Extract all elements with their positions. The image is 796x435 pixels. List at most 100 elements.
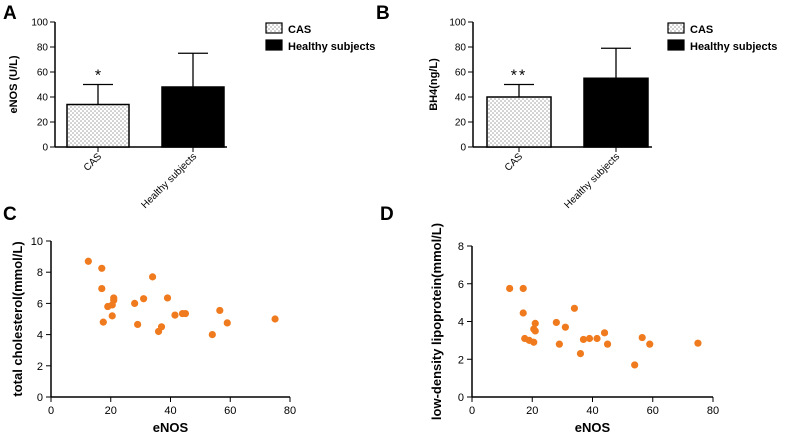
x-tick-label: 80 (284, 405, 296, 417)
legend-label: Healthy subjects (288, 41, 375, 53)
panel-b-bar-chart: 0 20 40 60 80 100 BH4(ng/L) ** CAS Healthy subjec… (428, 18, 777, 212)
y-tick-label: 8 (458, 241, 464, 253)
y-tick-label: 4 (458, 317, 464, 329)
data-point (216, 306, 224, 315)
significance-marker: ** (511, 68, 527, 85)
data-point (157, 323, 166, 331)
data-point (181, 309, 190, 318)
panel-label-a: A (3, 3, 17, 24)
y-tick-label: 20 (37, 118, 49, 129)
x-axis-label: eNOS (153, 420, 189, 435)
y-tick-label: 0 (458, 392, 464, 404)
y-tick-label: 6 (37, 298, 43, 310)
panel-label-b: B (376, 3, 390, 24)
y-tick-label: 80 (455, 43, 467, 54)
data-point (108, 312, 116, 320)
data-point (208, 331, 216, 339)
legend-swatch (667, 22, 685, 34)
data-point (99, 318, 107, 326)
x-tick-label: Healthy subjects (139, 151, 199, 211)
legend-label: Healthy subjects (690, 41, 777, 53)
y-tick-label: 40 (37, 93, 49, 104)
y-axis-label: eNOS (U/L) (8, 55, 20, 113)
x-tick-label: CAS (82, 151, 105, 174)
data-point (131, 299, 139, 307)
y-axis-label: total cholesterol(mmol/L) (10, 241, 25, 396)
data-point (694, 339, 702, 347)
panel-c-scatter-plot: 0 2 4 6 8 10 0 20 40 60 80 eNOS total cholesterol(mm… (10, 236, 296, 435)
data-point (646, 340, 654, 348)
data-point (519, 309, 527, 317)
y-tick-label: 2 (37, 361, 43, 373)
y-tick-label: 0 (460, 143, 466, 154)
y-tick-label: 0 (37, 392, 43, 404)
x-tick-label: 60 (224, 405, 236, 417)
data-point (271, 315, 279, 323)
data-point (223, 319, 231, 327)
data-point (110, 294, 118, 302)
data-point (631, 361, 639, 369)
legend-swatch (667, 39, 685, 51)
data-point (570, 304, 579, 312)
y-axis-label: BH4(ng/L) (428, 58, 440, 111)
data-point (531, 327, 539, 335)
data-point (171, 311, 179, 319)
y-tick-label: 0 (42, 143, 48, 154)
x-tick-label: 60 (647, 405, 659, 417)
significance-marker: * (95, 68, 101, 85)
y-tick-label: 60 (37, 68, 49, 79)
bar (66, 103, 130, 148)
y-tick-label: 10 (31, 236, 43, 248)
data-point (140, 295, 148, 303)
legend-swatch (265, 22, 283, 34)
data-point (148, 273, 157, 281)
legend-label: CAS (690, 24, 713, 36)
data-point (561, 323, 569, 331)
data-point (600, 329, 609, 337)
x-tick-label: 20 (105, 405, 117, 417)
data-point (552, 318, 560, 327)
x-tick-label: 0 (469, 405, 475, 417)
bar (583, 77, 649, 148)
panel-label-d: D (380, 204, 394, 225)
panel-a-bar-chart: 0 20 40 60 80 100 eNOS (U/L) * CAS Healthy subjec… (8, 18, 375, 212)
x-axis-label: eNOS (575, 420, 611, 435)
y-tick-label: 6 (458, 279, 464, 291)
y-tick-label: 2 (458, 354, 464, 366)
bar (486, 96, 552, 148)
x-tick-label: CAS (503, 151, 526, 174)
x-tick-label: Healthy subjects (562, 151, 622, 211)
data-point (530, 338, 538, 346)
data-point (98, 284, 106, 293)
y-axis-label: low-density lipoprotein(mmol/L) (429, 223, 444, 420)
data-point (593, 334, 601, 343)
y-tick-label: 8 (37, 267, 43, 279)
y-tick-label: 100 (449, 18, 466, 29)
y-tick-label: 20 (455, 118, 467, 129)
y-tick-label: 80 (37, 43, 49, 54)
data-point (163, 294, 172, 302)
y-tick-label: 60 (455, 68, 467, 79)
data-point (555, 340, 563, 348)
data-point (519, 284, 527, 293)
data-point (579, 335, 588, 344)
data-point (585, 334, 594, 343)
bar (161, 86, 225, 148)
data-point (506, 284, 514, 293)
y-tick-label: 4 (37, 330, 43, 342)
x-tick-label: 40 (586, 405, 598, 417)
data-point (98, 264, 106, 272)
y-tick-label: 40 (455, 93, 467, 104)
data-point (84, 257, 92, 265)
y-tick-label: 100 (31, 18, 48, 29)
data-point (638, 333, 646, 342)
x-tick-label: 80 (707, 405, 719, 417)
legend-label: CAS (288, 24, 311, 36)
legend-swatch (265, 39, 283, 51)
data-point (603, 340, 612, 348)
x-tick-label: 0 (48, 405, 54, 417)
x-tick-label: 20 (526, 405, 538, 417)
data-point (576, 349, 585, 358)
